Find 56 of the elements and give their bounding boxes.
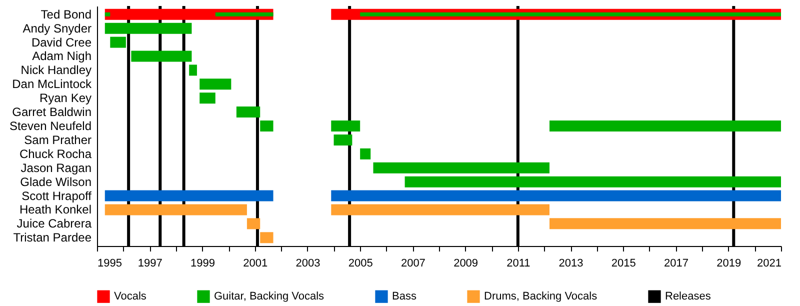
- legend-label: Bass: [392, 290, 417, 303]
- bar: [104, 204, 247, 216]
- bar: [246, 218, 260, 230]
- x-tick-label: 2005: [348, 258, 373, 270]
- bar: [131, 50, 192, 62]
- bar: [104, 190, 274, 202]
- x-tick-label: 2021: [757, 258, 782, 270]
- y-tick-label: Ted Bond: [40, 7, 92, 22]
- legend-label: Guitar, Backing Vocals: [214, 290, 325, 303]
- y-tick-label: Juice Cabrera: [16, 216, 92, 231]
- bar: [334, 134, 352, 146]
- x-tick-label: 1997: [138, 258, 162, 270]
- bar: [189, 64, 197, 76]
- bar: [331, 204, 550, 216]
- bar: [373, 162, 550, 174]
- x-tick-label: 2017: [664, 258, 689, 270]
- y-tick-label: Andy Snyder: [22, 21, 92, 36]
- bar: [260, 120, 274, 132]
- y-tick-label: Jason Ragan: [20, 160, 92, 175]
- y-tick-label: Chuck Rocha: [19, 146, 92, 161]
- x-tick-label: 2003: [296, 258, 320, 270]
- y-tick-label: Sam Prather: [24, 132, 92, 147]
- x-tick-label: 2011: [506, 258, 530, 270]
- y-tick-label: Adam Nigh: [32, 49, 92, 64]
- x-tick-label: 2001: [243, 258, 268, 270]
- y-tick-label: Heath Konkel: [19, 202, 92, 217]
- bar: [549, 218, 781, 230]
- x-tick-label: 2007: [400, 258, 426, 270]
- legend-label: Drums, Backing Vocals: [484, 290, 598, 303]
- bar: [331, 120, 360, 132]
- bar: [200, 78, 232, 90]
- y-tick-label: Nick Handley: [20, 63, 92, 78]
- bar: [404, 176, 781, 188]
- bar: [236, 106, 260, 118]
- x-tick-label: 2019: [716, 258, 742, 270]
- y-tick-label: Dan McLintock: [12, 77, 92, 92]
- y-tick-label: Tristan Pardee: [13, 230, 92, 245]
- x-tick-label: 2009: [454, 258, 478, 270]
- bar: [200, 92, 216, 104]
- bar: [360, 148, 371, 160]
- y-tick-label: Ryan Key: [39, 91, 92, 106]
- legend-label: Releases: [665, 290, 712, 303]
- y-tick-label: Scott Hrapoff: [22, 188, 92, 203]
- y-tick-label: Glade Wilson: [20, 174, 92, 189]
- x-tick-label: 1995: [98, 258, 122, 270]
- y-tick-label: David Cree: [31, 35, 92, 50]
- y-tick-label: Steven Neufeld: [9, 119, 92, 133]
- x-tick-label: 2013: [558, 258, 584, 270]
- y-tick-label: Garret Baldwin: [12, 105, 92, 120]
- x-tick-label: 2015: [611, 258, 636, 270]
- legend-label: Vocals: [114, 290, 147, 303]
- bar: [104, 22, 192, 34]
- bar: [331, 190, 781, 202]
- bar: [110, 36, 126, 48]
- bar: [260, 232, 274, 244]
- x-tick-label: 1999: [190, 258, 215, 270]
